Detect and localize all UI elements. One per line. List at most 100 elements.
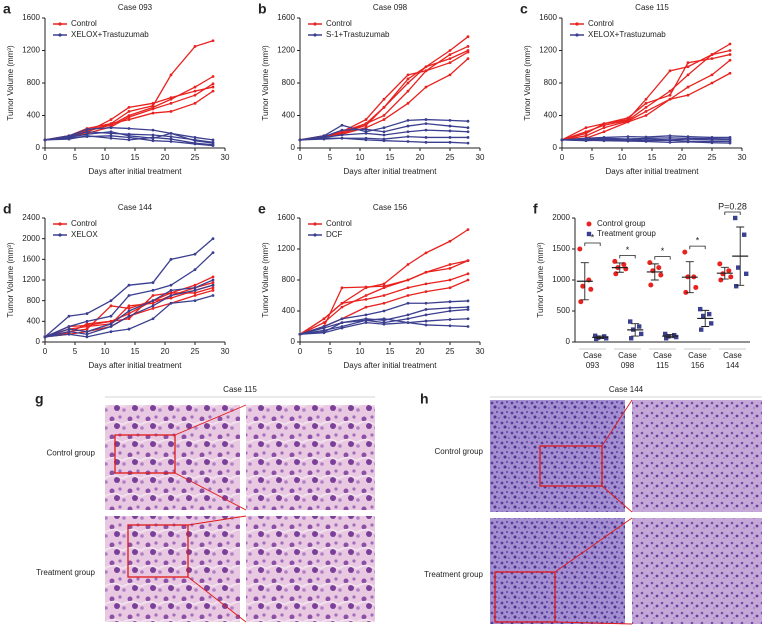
legend-marker — [575, 22, 579, 26]
data-point — [193, 294, 197, 297]
y-axis-label: Tumor Volume (mm³) — [523, 45, 532, 121]
data-point — [43, 138, 47, 142]
data-point — [127, 307, 131, 310]
image-title: Case 115 — [223, 385, 257, 394]
data-point — [193, 268, 197, 272]
data-point — [382, 317, 386, 321]
y-tick-label: 800 — [282, 78, 296, 87]
data-point — [448, 318, 452, 321]
data-point — [85, 127, 89, 131]
data-point — [728, 141, 732, 145]
data-point — [85, 130, 89, 134]
data-point — [406, 321, 410, 325]
y-tick-label: 0 — [36, 143, 41, 152]
data-point — [211, 237, 215, 241]
data-point — [424, 313, 428, 317]
legend-marker — [586, 221, 592, 227]
y-tick-label: 1600 — [22, 13, 40, 22]
data-point — [406, 140, 410, 143]
data-point — [668, 136, 672, 140]
data-point — [466, 45, 470, 48]
data-point — [406, 130, 410, 134]
data-point — [109, 122, 113, 126]
data-point — [682, 249, 688, 255]
histology-image — [490, 518, 625, 624]
x-tick-label: 156 — [691, 361, 705, 370]
data-point — [382, 114, 386, 117]
y-tick-label: 500 — [557, 306, 571, 315]
x-axis-label: Days after initial treatment — [344, 167, 438, 176]
data-point — [448, 53, 452, 56]
data-point — [629, 336, 634, 341]
data-point — [466, 305, 470, 309]
histology-zoom — [246, 516, 375, 622]
significance-bracket — [724, 211, 741, 215]
data-point — [211, 85, 215, 89]
x-tick-label: 20 — [416, 347, 425, 356]
data-point — [85, 330, 89, 334]
data-point — [584, 126, 588, 130]
data-point — [67, 327, 71, 331]
x-tick-label: Case — [688, 351, 707, 360]
data-point — [736, 265, 741, 270]
significance-bracket — [654, 256, 671, 260]
data-point — [728, 42, 732, 46]
data-point — [193, 85, 197, 89]
x-tick-label: 30 — [221, 153, 230, 162]
data-point — [448, 49, 452, 52]
y-axis-label: Tumor Volume (mm³) — [261, 45, 270, 121]
y-tick-label: 400 — [27, 316, 41, 325]
data-point — [710, 73, 714, 77]
row-label: Control group — [47, 449, 96, 458]
x-tick-label: 5 — [73, 153, 78, 162]
histology-zoom — [632, 518, 762, 624]
data-point — [127, 317, 131, 321]
chart-title: Case 093 — [118, 3, 153, 12]
data-point — [193, 286, 197, 290]
data-point — [728, 274, 734, 280]
y-tick-label: 800 — [544, 78, 558, 87]
zoom-box — [494, 571, 556, 623]
x-tick-label: 20 — [416, 153, 425, 162]
data-point — [686, 85, 690, 89]
data-point — [668, 134, 672, 138]
data-point — [322, 326, 326, 330]
x-tick-label: 30 — [476, 347, 485, 356]
data-point — [424, 323, 428, 327]
data-point — [668, 89, 672, 93]
data-point — [322, 321, 326, 325]
data-point — [127, 304, 131, 308]
data-point — [644, 101, 648, 105]
data-point — [382, 133, 386, 137]
data-point — [169, 73, 173, 77]
y-tick-label: 400 — [282, 111, 296, 120]
data-point — [127, 327, 131, 331]
y-tick-label: 400 — [544, 111, 558, 120]
x-axis-label: Days after initial treatment — [89, 167, 183, 176]
data-point — [169, 137, 173, 141]
data-point — [626, 135, 630, 139]
panel-letter: c — [520, 1, 528, 17]
data-point — [406, 278, 410, 282]
data-point — [448, 129, 452, 133]
data-point — [584, 134, 588, 138]
x-tick-label: 10 — [618, 153, 627, 162]
data-point — [424, 85, 428, 89]
data-point — [626, 120, 630, 124]
legend-marker — [575, 33, 579, 37]
data-point — [406, 118, 410, 122]
x-axis-label: Days after initial treatment — [344, 361, 438, 370]
data-point — [85, 327, 89, 331]
data-point — [710, 81, 714, 85]
data-point — [448, 286, 452, 290]
x-tick-label: 0 — [298, 347, 303, 356]
x-tick-label: 15 — [386, 153, 395, 162]
growth-line — [561, 43, 731, 141]
x-tick-label: 25 — [191, 347, 200, 356]
data-point — [710, 57, 714, 61]
data-point — [169, 291, 173, 295]
data-point — [466, 136, 470, 139]
data-point — [340, 136, 344, 140]
error-bar — [596, 335, 605, 340]
data-point — [151, 288, 155, 292]
